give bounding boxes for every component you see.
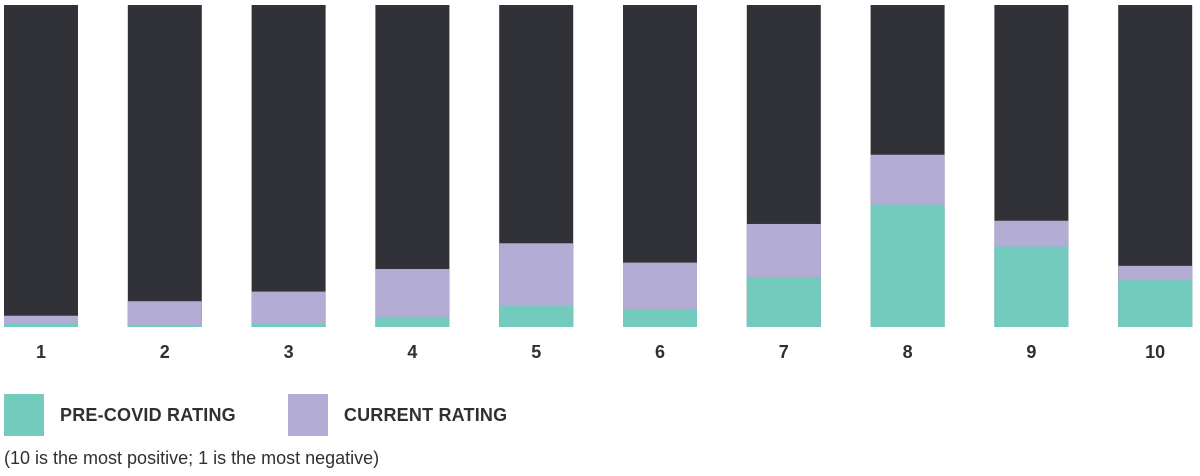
bar-precovid-1 (4, 323, 78, 327)
legend-item-current: CURRENT RATING (287, 394, 508, 436)
bar-group-3 (251, 5, 326, 327)
bar-group-10 (1118, 5, 1193, 327)
x-tick-label-6: 6 (655, 342, 665, 362)
legend-swatch-precovid (4, 394, 44, 436)
bar-group-7 (746, 5, 821, 327)
legend-label-precovid: PRE-COVID RATING (60, 404, 236, 425)
bar-group-9 (994, 5, 1069, 327)
bar-track-2 (127, 5, 202, 327)
bar-current-2 (127, 301, 202, 327)
legend-item-precovid: PRE-COVID RATING (4, 394, 236, 436)
bar-precovid-8 (870, 204, 945, 327)
bar-group-1 (4, 5, 78, 327)
bar-precovid-5 (499, 306, 574, 327)
x-tick-label-10: 10 (1145, 342, 1165, 362)
x-tick-label-5: 5 (531, 342, 541, 362)
rating-bar-chart: 1 2 3 4 5 6 7 8 9 10 (4, 5, 1193, 362)
bar-track-1 (4, 5, 78, 327)
bar-track-3 (251, 5, 326, 327)
x-tick-label-2: 2 (160, 342, 170, 362)
x-tick-label-4: 4 (407, 342, 417, 362)
bar-precovid-4 (375, 317, 450, 327)
bars-layer (4, 5, 1193, 327)
footnote: (10 is the most positive; 1 is the most … (4, 448, 380, 468)
legend-label-current: CURRENT RATING (343, 404, 508, 425)
bar-precovid-6 (623, 309, 697, 327)
legend-swatch-current (287, 394, 328, 436)
bar-precovid-9 (994, 246, 1069, 327)
bar-group-5 (499, 5, 574, 327)
bar-current-1 (4, 315, 78, 327)
x-tick-label-8: 8 (903, 342, 913, 362)
bar-precovid-2 (127, 325, 202, 327)
x-tick-label-7: 7 (779, 342, 789, 362)
bar-group-8 (870, 5, 945, 327)
x-tick-label-3: 3 (284, 342, 294, 362)
x-tick-labels: 1 2 3 4 5 6 7 8 9 10 (36, 342, 1165, 362)
bar-current-3 (251, 291, 326, 327)
x-tick-label-9: 9 (1026, 342, 1036, 362)
bar-precovid-10 (1118, 280, 1193, 327)
bar-group-6 (623, 5, 697, 327)
bar-precovid-7 (746, 277, 821, 327)
legend: PRE-COVID RATING CURRENT RATING (4, 393, 507, 437)
bar-precovid-3 (251, 323, 326, 327)
bar-group-2 (127, 5, 202, 327)
x-tick-label-1: 1 (36, 342, 46, 362)
bar-group-4 (375, 5, 450, 327)
